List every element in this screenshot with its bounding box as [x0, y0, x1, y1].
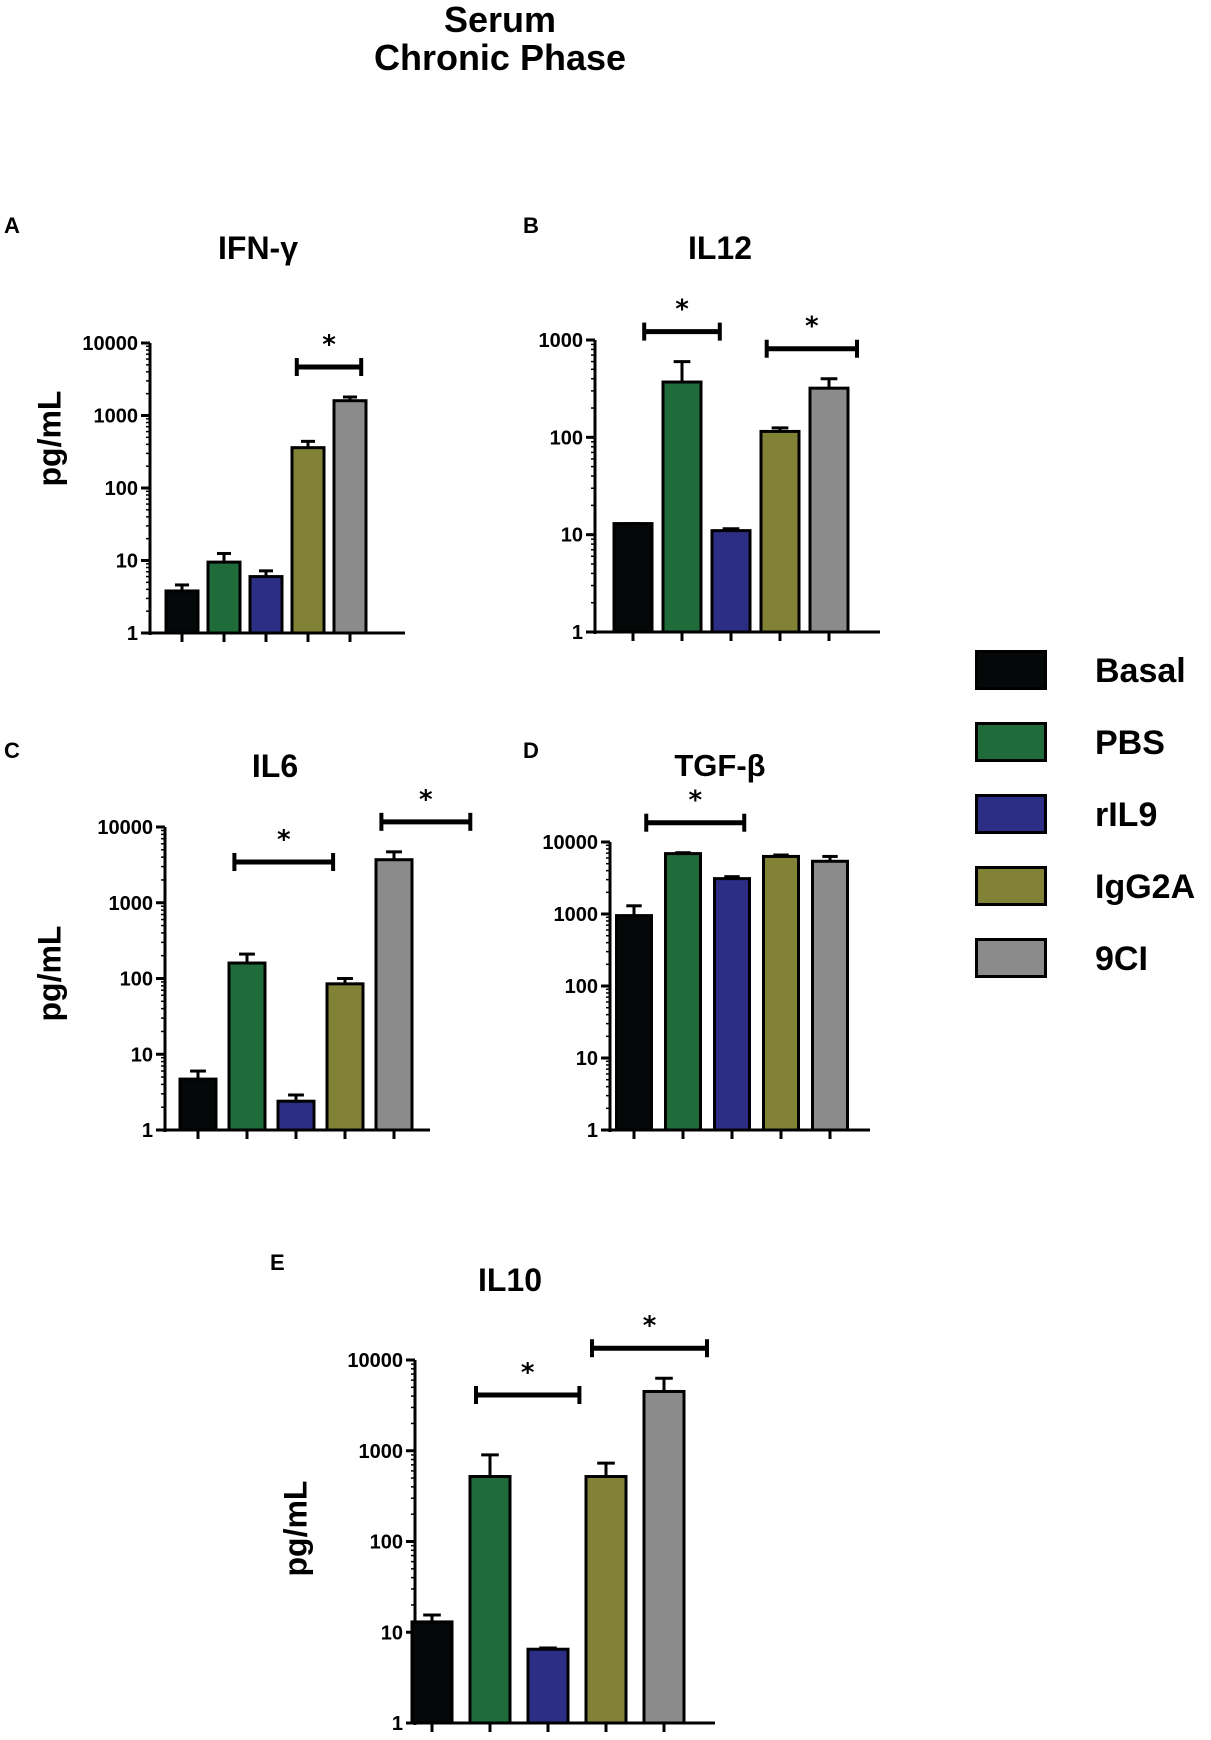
- y-axis-label-e: pg/mL: [277, 1480, 314, 1577]
- y-tick-label-a: 100: [105, 478, 138, 500]
- figure-title-line1: Serum: [443, 0, 557, 40]
- significance-star-d: *: [688, 786, 702, 816]
- bar-c-pbs: [227, 961, 267, 1132]
- bar-d-pbs: [664, 852, 702, 1132]
- legend-label-9ci: 9CI: [1095, 940, 1148, 978]
- bar-b-pbs: [661, 380, 703, 634]
- y-tick-label-e: 1000: [359, 1441, 404, 1463]
- legend-swatch-9ci: [975, 938, 1047, 978]
- legend-label-pbs: PBS: [1095, 724, 1165, 762]
- legend-item-pbs: PBS: [975, 722, 1211, 766]
- y-tick-label-d: 1000: [554, 904, 599, 926]
- panel-letter-b: B: [523, 213, 539, 238]
- y-tick-label-c: 1000: [109, 893, 154, 915]
- significance-star-e: *: [643, 1311, 657, 1341]
- y-tick-label-a: 1000: [94, 406, 139, 428]
- bar-e-9ci: [642, 1389, 686, 1725]
- figure-title-line2: Chronic Phase: [373, 37, 627, 78]
- y-tick-label-b: 1: [572, 622, 583, 644]
- bar-a-9ci: [332, 399, 368, 635]
- chart-title-c: IL6: [251, 748, 299, 784]
- y-tick-label-d: 10: [576, 1048, 598, 1070]
- y-tick-label-c: 10000: [97, 817, 153, 839]
- bar-e-pbs: [468, 1475, 512, 1725]
- y-tick-label-e: 100: [370, 1532, 403, 1554]
- legend-swatch-ril9: [975, 794, 1047, 834]
- bar-a-basal: [164, 589, 200, 635]
- bar-d-ril9: [713, 877, 751, 1132]
- legend-item-basal: Basal: [975, 650, 1211, 694]
- y-tick-label-c: 1: [142, 1120, 153, 1142]
- legend-item-9ci: 9CI: [975, 938, 1211, 982]
- bar-e-ril9: [526, 1647, 570, 1725]
- y-tick-label-d: 100: [565, 976, 598, 998]
- bar-b-igg2a: [759, 429, 801, 634]
- y-tick-label-a: 1: [127, 623, 138, 645]
- y-axis-label-c: pg/mL: [31, 925, 68, 1022]
- legend-item-igg2a: IgG2A: [975, 866, 1211, 910]
- bar-d-9ci: [811, 859, 849, 1132]
- significance-star-c: *: [419, 785, 433, 815]
- y-tick-label-a: 10: [116, 551, 138, 573]
- legend-swatch-igg2a: [975, 866, 1047, 906]
- y-tick-label-c: 10: [131, 1044, 153, 1066]
- bar-c-ril9: [276, 1099, 316, 1132]
- legend-swatch-basal: [975, 650, 1047, 690]
- y-tick-label-e: 1: [392, 1713, 403, 1735]
- significance-star-a: *: [322, 330, 336, 360]
- bar-a-pbs: [206, 560, 242, 635]
- panel-letter-a: A: [4, 213, 20, 238]
- y-tick-label-d: 1: [587, 1120, 598, 1142]
- bar-b-ril9: [710, 529, 752, 634]
- significance-star-c: *: [277, 825, 291, 855]
- bar-d-igg2a: [762, 854, 800, 1132]
- legend-label-basal: Basal: [1095, 652, 1186, 690]
- y-tick-label-c: 100: [120, 969, 153, 991]
- y-tick-label-b: 1000: [539, 330, 584, 352]
- significance-star-b: *: [805, 312, 819, 342]
- bar-c-9ci: [374, 858, 414, 1132]
- bar-b-basal: [612, 522, 654, 634]
- legend-item-ril9: rIL9: [975, 794, 1211, 838]
- y-tick-label-d: 10000: [542, 832, 598, 854]
- chart-title-d: TGF-β: [674, 748, 766, 783]
- panel-letter-d: D: [523, 738, 539, 763]
- bar-b-9ci: [808, 386, 850, 634]
- chart-title-b: IL12: [687, 230, 753, 266]
- bar-c-igg2a: [325, 982, 365, 1132]
- legend-label-igg2a: IgG2A: [1095, 868, 1196, 906]
- chart-title-a: IFN-γ: [218, 230, 298, 266]
- bar-a-igg2a: [290, 446, 326, 635]
- significance-star-b: *: [675, 295, 689, 325]
- significance-star-e: *: [521, 1358, 535, 1388]
- legend-swatch-pbs: [975, 722, 1047, 762]
- panel-letter-e: E: [270, 1250, 285, 1275]
- y-tick-label-e: 10000: [347, 1350, 403, 1372]
- bar-c-basal: [178, 1077, 218, 1132]
- panel-letter-c: C: [4, 738, 20, 763]
- bar-e-igg2a: [584, 1475, 628, 1725]
- bar-a-ril9: [248, 575, 284, 635]
- legend-label-ril9: rIL9: [1095, 796, 1158, 834]
- bar-d-basal: [615, 914, 653, 1132]
- y-tick-label-e: 10: [381, 1622, 403, 1644]
- y-tick-label-b: 10: [561, 525, 583, 547]
- bar-e-basal: [410, 1620, 454, 1725]
- y-tick-label-a: 10000: [82, 333, 138, 355]
- chart-title-e: IL10: [477, 1262, 543, 1298]
- y-tick-label-b: 100: [550, 427, 583, 449]
